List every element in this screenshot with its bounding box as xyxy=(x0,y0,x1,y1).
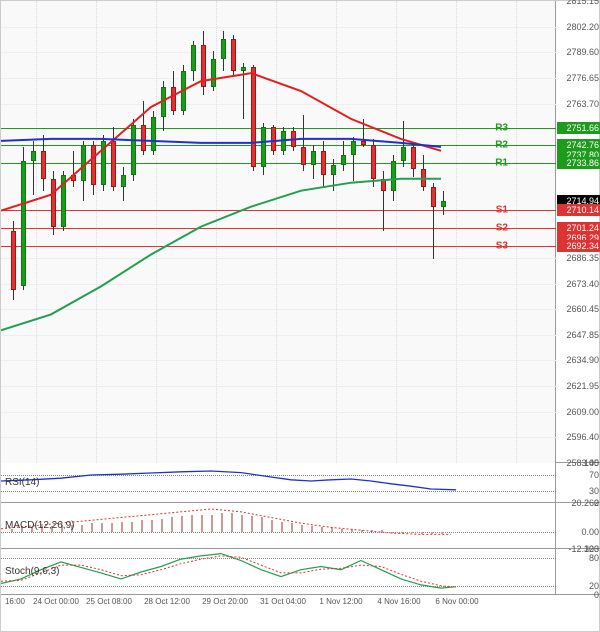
macd-panel[interactable]: MACD(12,26,9) 20.2620.00-12.323 xyxy=(1,503,600,549)
rsi-y-tick: 30 xyxy=(589,486,599,496)
rsi-y-tick: 100 xyxy=(584,458,599,468)
y-tick: 2751.66 xyxy=(557,122,600,134)
sr-label-s2: S2 xyxy=(496,223,508,234)
sr-label-r1: R1 xyxy=(495,158,508,169)
x-tick: 6 Nov 00:00 xyxy=(435,597,478,606)
rsi-line xyxy=(1,471,456,490)
y-tick: 2733.86 xyxy=(557,157,600,169)
sr-label-r2: R2 xyxy=(495,140,508,151)
y-tick: 2763.70 xyxy=(566,99,599,109)
stoch-k-line xyxy=(1,554,456,589)
x-tick: 4 Nov 16:00 xyxy=(377,597,420,606)
y-tick: 2596.40 xyxy=(566,432,599,442)
x-tick: 1 Nov 12:00 xyxy=(319,597,362,606)
stoch-d-line xyxy=(1,556,456,587)
stoch-y-tick: 80 xyxy=(589,553,599,563)
stoch-panel[interactable]: Stoch(9,6,3) 10080200 xyxy=(1,549,600,595)
y-tick: 2621.95 xyxy=(566,381,599,391)
rsi-plot-area[interactable] xyxy=(1,463,556,502)
stoch-plot-area[interactable] xyxy=(1,549,556,594)
macd-y-tick: 0.00 xyxy=(581,527,599,537)
x-tick: 24 Oct 00:00 xyxy=(33,597,79,606)
rsi-y-tick: 70 xyxy=(589,470,599,480)
ma-line-green xyxy=(1,179,441,330)
y-tick: 2802.20 xyxy=(566,22,599,32)
y-tick: 2815.15 xyxy=(566,0,599,6)
y-tick: 2634.90 xyxy=(566,355,599,365)
x-axis-time: 16:00 24 Oct 00:00 25 Oct 08:00 28 Oct 12:0… xyxy=(1,595,600,609)
y-tick: 2789.60 xyxy=(566,47,599,57)
price-plot-area[interactable]: R3 R2 R1 S1 S2 S3 xyxy=(1,1,556,463)
y-tick: 2609.00 xyxy=(566,407,599,417)
main-price-chart[interactable]: R3 R2 R1 S1 S2 S3 2815.15 2802.20 2789.60 2776.6… xyxy=(1,1,600,463)
y-tick: 2686.35 xyxy=(566,253,599,263)
macd-plot-area[interactable] xyxy=(1,503,556,548)
y-tick: 2692.34 xyxy=(557,240,600,252)
macd-label: MACD(12,26,9) xyxy=(5,520,74,531)
chart-container: R3 R2 R1 S1 S2 S3 2815.15 2802.20 2789.60 2776.6… xyxy=(0,0,600,632)
y-tick: 2673.40 xyxy=(566,279,599,289)
x-tick: 16:00 xyxy=(5,597,25,606)
sr-label-r3: R3 xyxy=(495,122,508,133)
x-tick: 28 Oct 12:00 xyxy=(144,597,190,606)
y-tick: 2647.85 xyxy=(566,330,599,340)
rsi-label: RSI(14) xyxy=(5,477,39,488)
x-tick: 29 Oct 20:00 xyxy=(202,597,248,606)
y-tick: 2710.14 xyxy=(557,204,600,216)
stoch-label: Stoch(9,6,3) xyxy=(5,566,59,577)
sr-label-s3: S3 xyxy=(496,240,508,251)
macd-y-tick: 20.262 xyxy=(571,498,599,508)
sr-label-s1: S1 xyxy=(496,205,508,216)
y-tick: 2776.65 xyxy=(566,73,599,83)
y-tick: 2660.45 xyxy=(566,304,599,314)
price-y-axis: 2815.15 2802.20 2789.60 2776.65 2763.70 2751.… xyxy=(556,1,600,463)
rsi-panel[interactable]: RSI(14) 10070300 xyxy=(1,463,600,503)
x-tick: 31 Oct 04:00 xyxy=(260,597,306,606)
ma-line-red xyxy=(1,73,441,211)
x-tick: 25 Oct 08:00 xyxy=(86,597,132,606)
